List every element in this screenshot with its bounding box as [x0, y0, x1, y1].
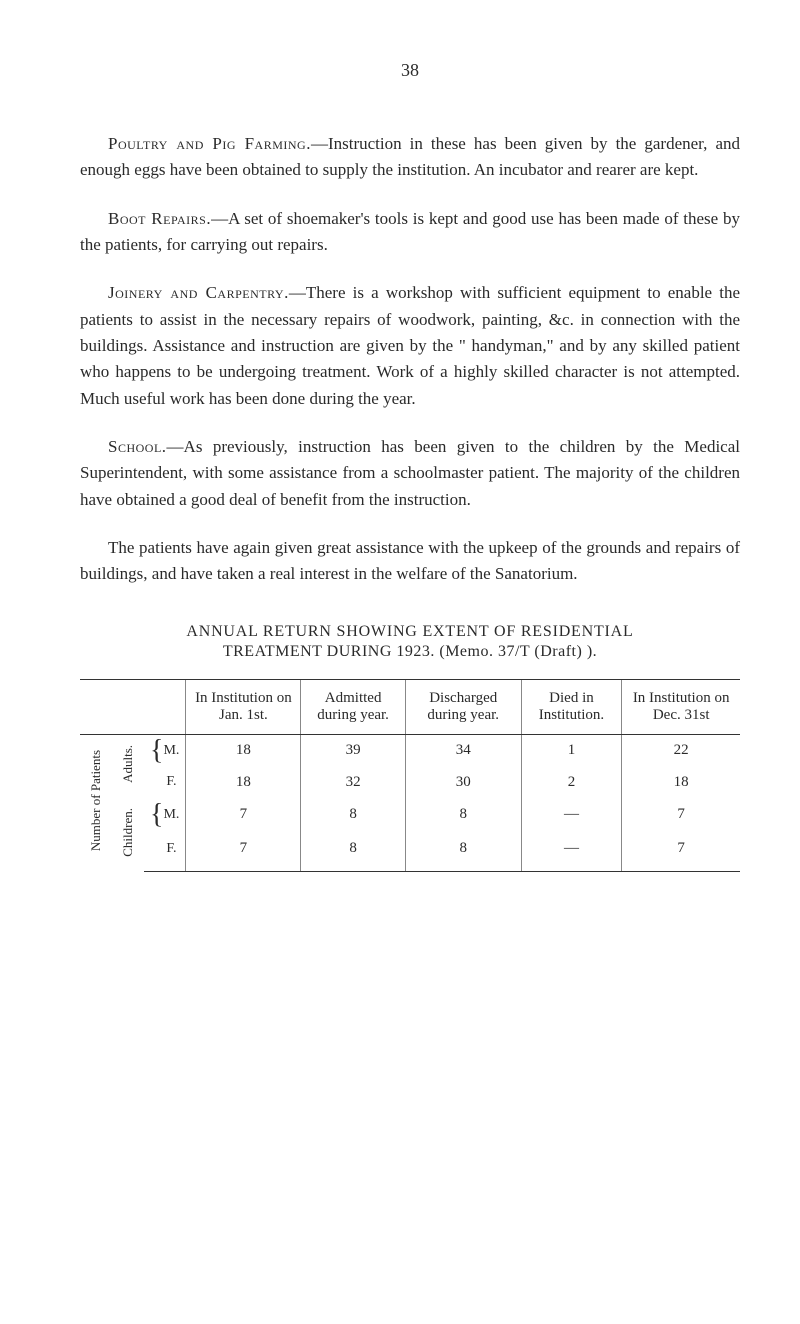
- cell: 32: [301, 766, 405, 798]
- number-of-patients-label: Number of Patients: [86, 746, 106, 855]
- annual-return-table: In Institution on Jan. 1st. Admitted dur…: [80, 679, 740, 872]
- row-label-m: {M.: [144, 798, 186, 831]
- table-row: {F. 7 8 8 — 7: [80, 831, 740, 871]
- outer-group-label: Number of Patients: [80, 734, 112, 871]
- cell: —: [521, 831, 622, 871]
- table-container: In Institution on Jan. 1st. Admitted dur…: [80, 679, 740, 872]
- brace-icon: {: [150, 741, 163, 761]
- cell: 18: [186, 734, 301, 766]
- paragraph-boot: Boot Repairs.—A set of shoemaker's tools…: [80, 206, 740, 259]
- cell: 2: [521, 766, 622, 798]
- brace-icon: {: [150, 805, 163, 825]
- body-school: —As previously, instruction has been giv…: [80, 437, 740, 509]
- cell: 30: [405, 766, 521, 798]
- cell: 8: [301, 831, 405, 871]
- row-label-f: {F.: [144, 766, 186, 798]
- lead-boot: Boot Repairs.: [108, 209, 211, 228]
- table-subheading: TREATMENT DURING 1923. (Memo. 37/T (Draf…: [80, 643, 740, 661]
- col-header-died: Died in Institution.: [521, 679, 622, 734]
- cell: 1: [521, 734, 622, 766]
- cell: 34: [405, 734, 521, 766]
- cell: 22: [622, 734, 740, 766]
- lead-poultry: Poultry and Pig Farming.: [108, 134, 311, 153]
- cell: 7: [622, 798, 740, 831]
- cell: 18: [186, 766, 301, 798]
- table-header-row: In Institution on Jan. 1st. Admitted dur…: [80, 679, 740, 734]
- row-label-m: {M.: [144, 734, 186, 766]
- paragraph-poultry: Poultry and Pig Farming.—Instruction in …: [80, 131, 740, 184]
- col-header-institution-jan: In Institution on Jan. 1st.: [186, 679, 301, 734]
- cell: 8: [405, 831, 521, 871]
- col-header-institution-dec: In Institution on Dec. 31st: [622, 679, 740, 734]
- lead-joinery: Joinery and Carpentry.: [108, 283, 289, 302]
- table-row: Number of Patients Adults. {M. 18 39 34 …: [80, 734, 740, 766]
- col-header-discharged: Discharged during year.: [405, 679, 521, 734]
- paragraph-joinery: Joinery and Carpentry.—There is a worksh…: [80, 280, 740, 412]
- cell: 7: [186, 831, 301, 871]
- cell: 39: [301, 734, 405, 766]
- cell: —: [521, 798, 622, 831]
- cell: 8: [405, 798, 521, 831]
- adults-group: Adults.: [112, 734, 144, 798]
- cell: 18: [622, 766, 740, 798]
- children-group: Children.: [112, 798, 144, 872]
- table-heading: ANNUAL RETURN SHOWING EXTENT OF RESIDENT…: [80, 623, 740, 641]
- cell: 7: [622, 831, 740, 871]
- lead-school: School.: [108, 437, 167, 456]
- cell: 7: [186, 798, 301, 831]
- paragraph-closing: The patients have again given great assi…: [80, 535, 740, 588]
- paragraph-school: School.—As previously, instruction has b…: [80, 434, 740, 513]
- table-row: Children. {M. 7 8 8 — 7: [80, 798, 740, 831]
- adults-label: Adults.: [118, 741, 138, 787]
- col-header-admitted: Admitted during year.: [301, 679, 405, 734]
- page-container: 38 Poultry and Pig Farming.—Instruction …: [0, 0, 800, 912]
- cell: 8: [301, 798, 405, 831]
- row-label-f: {F.: [144, 831, 186, 871]
- page-number: 38: [80, 60, 740, 81]
- children-label: Children.: [118, 804, 138, 861]
- table-row: {F. 18 32 30 2 18: [80, 766, 740, 798]
- header-blank: [80, 679, 186, 734]
